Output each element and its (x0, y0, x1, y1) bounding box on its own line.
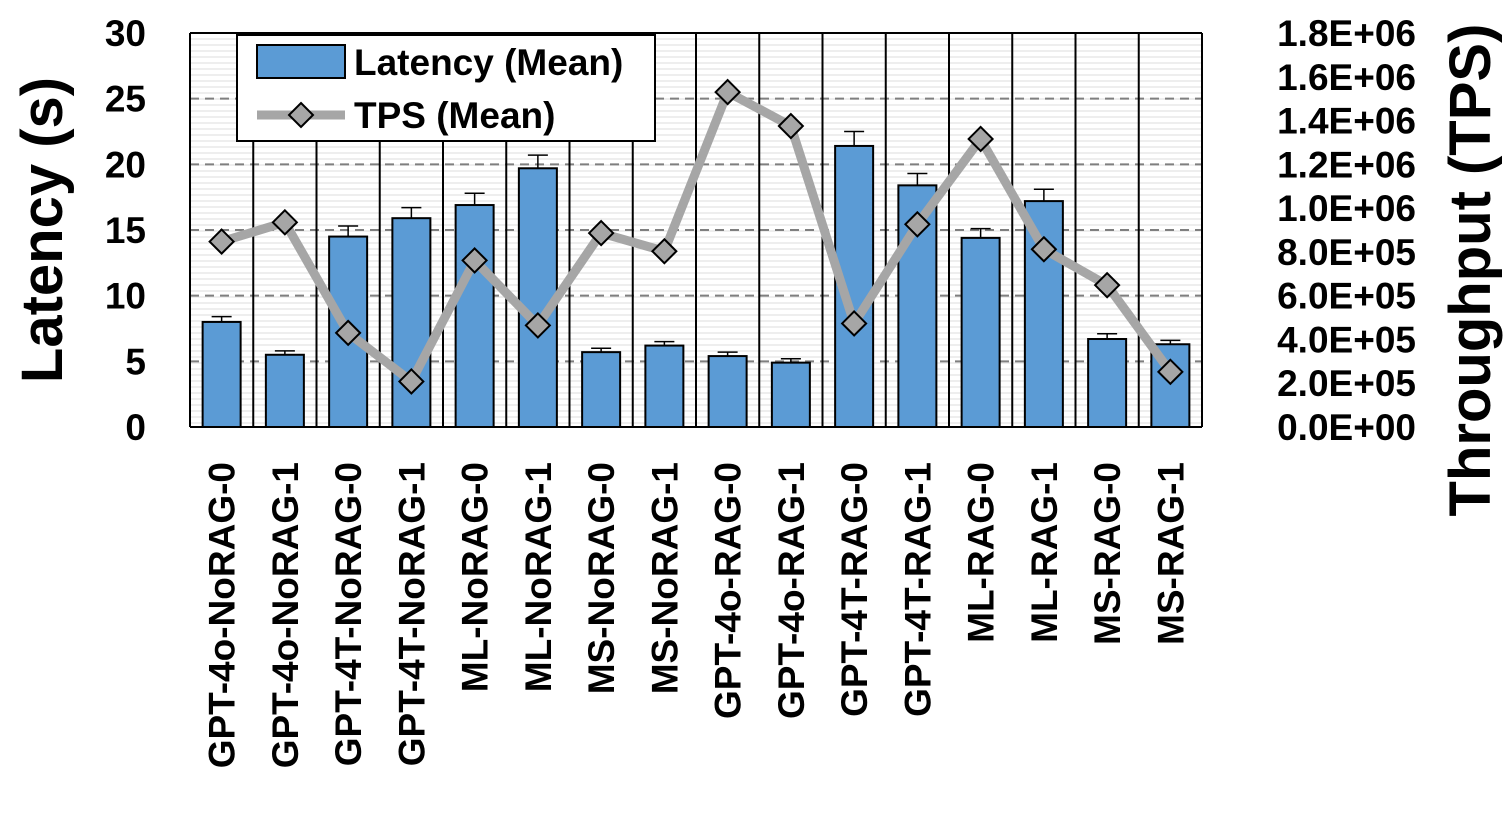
tps-marker (397, 368, 425, 395)
legend-swatch-tps-marker (287, 101, 315, 129)
left-tick-label: 0 (125, 407, 146, 448)
legend-swatch-latency (256, 44, 346, 79)
tps-marker (714, 78, 742, 106)
right-tick-label: 4.0E+05 (1277, 319, 1416, 360)
tps-marker (208, 228, 236, 256)
tps-line-layer (208, 78, 1184, 395)
left-tick-label: 15 (105, 210, 146, 251)
tps-marker (903, 210, 931, 238)
latency-bar (644, 344, 685, 428)
tps-marker (967, 125, 995, 153)
left-tick-label: 10 (105, 276, 146, 317)
tps-marker (334, 319, 362, 347)
right-tick-label: 0.0E+00 (1277, 407, 1416, 448)
tps-line (220, 87, 1175, 386)
x-tick-label: GPT-4T-RAG-0 (834, 462, 875, 717)
tps-marker (271, 208, 299, 236)
latency-bar (517, 167, 558, 428)
latency-bar (201, 320, 242, 428)
left-tick-label: 25 (105, 79, 146, 120)
x-tick-label: MS-NoRAG-0 (581, 462, 622, 694)
tps-marker (461, 247, 489, 274)
left-tick-label: 5 (125, 341, 146, 382)
latency-bars (201, 130, 1191, 429)
latency-bar (391, 217, 432, 428)
latency-bar (1087, 338, 1128, 428)
x-tick-label: MS-NoRAG-1 (644, 462, 685, 694)
axes (189, 32, 1203, 428)
tps-marker (1093, 271, 1121, 299)
axis-labels: 0 5 10 15 20 25 30 0.0E+002.0E+054.0E+056.0E+05… (10, 13, 1503, 768)
tps-marker (840, 310, 868, 337)
left-tick-label: 30 (105, 13, 146, 54)
legend: Latency (Mean) TPS (Mean) (236, 34, 656, 142)
tps-marker (524, 312, 552, 339)
left-axis-title: Latency (s) (10, 77, 75, 383)
right-tick-label: 1.0E+06 (1277, 188, 1416, 229)
latency-bar (960, 236, 1001, 428)
x-tick-label: GPT-4o-NoRAG-1 (265, 462, 306, 768)
tps-marker (1156, 358, 1184, 386)
x-tick-label: ML-RAG-0 (961, 462, 1002, 643)
left-tick-label: 20 (105, 144, 146, 185)
tps-marker (777, 112, 805, 140)
right-tick-label: 2.0E+05 (1277, 363, 1416, 404)
tps-marker (587, 219, 615, 247)
tps-marker (650, 237, 678, 265)
latency-bar (581, 351, 622, 429)
latency-bar (707, 355, 748, 428)
right-tick-label: 1.4E+06 (1277, 101, 1416, 142)
x-tick-label: ML-NoRAG-0 (455, 462, 496, 692)
right-tick-label: 1.8E+06 (1277, 13, 1416, 54)
x-tick-label: MS-RAG-1 (1150, 462, 1191, 645)
x-tick-label: GPT-4T-RAG-1 (897, 462, 938, 717)
tps-marker (1030, 235, 1058, 263)
x-tick-label: GPT-4T-NoRAG-1 (391, 462, 432, 766)
right-axis-title: Throughput (TPS) (1438, 24, 1503, 517)
right-tick-label: 8.0E+05 (1277, 232, 1416, 273)
legend-label-tps: TPS (Mean) (354, 95, 555, 136)
x-tick-label: GPT-4o-RAG-0 (708, 462, 749, 719)
latency-bar (454, 204, 495, 428)
right-tick-label: 1.6E+06 (1277, 57, 1416, 98)
x-tick-label: GPT-4o-NoRAG-0 (202, 462, 243, 768)
right-tick-label: 6.0E+05 (1277, 276, 1416, 317)
x-tick-label: GPT-4T-NoRAG-0 (328, 462, 369, 766)
legend-label-latency: Latency (Mean) (354, 42, 623, 83)
latency-bar (770, 361, 811, 428)
right-tick-label: 1.2E+06 (1277, 144, 1416, 185)
latency-bar (264, 353, 305, 428)
x-tick-label: ML-RAG-1 (1024, 462, 1065, 643)
x-tick-label: ML-NoRAG-1 (518, 462, 559, 692)
x-tick-label: GPT-4o-RAG-1 (771, 462, 812, 719)
x-tick-label: MS-RAG-0 (1087, 462, 1128, 645)
